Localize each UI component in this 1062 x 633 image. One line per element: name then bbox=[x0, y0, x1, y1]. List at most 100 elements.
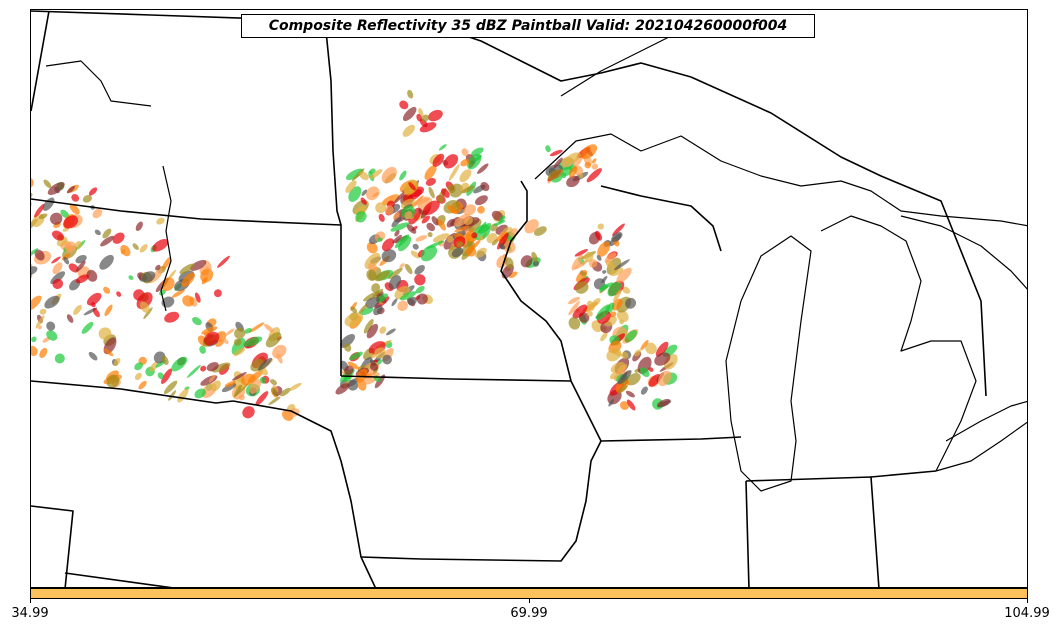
paintball-blob bbox=[586, 310, 593, 317]
paintball-blob bbox=[639, 367, 650, 377]
paintball-blob bbox=[366, 241, 378, 254]
paintball-blob bbox=[625, 390, 635, 398]
paintball-blob bbox=[46, 321, 56, 331]
paintball-blob bbox=[50, 212, 63, 225]
paintball-blob bbox=[640, 386, 648, 395]
paintball-blob bbox=[86, 269, 98, 282]
lake-michigan-shore bbox=[725, 235, 812, 492]
paintball-blob bbox=[399, 170, 407, 181]
paintball-blob bbox=[347, 361, 360, 370]
paintball-blob bbox=[276, 352, 283, 364]
paintball-blob bbox=[363, 291, 380, 302]
paintball-blob bbox=[177, 388, 189, 403]
paintball-blob bbox=[378, 213, 385, 222]
paintball-blob bbox=[404, 211, 413, 220]
paintball-blob bbox=[139, 244, 148, 253]
paintball-blob bbox=[63, 256, 70, 265]
paintball-blob bbox=[217, 255, 230, 268]
paintball-blob bbox=[91, 302, 96, 308]
paintball-blob bbox=[407, 89, 414, 99]
paintball-blob bbox=[466, 246, 477, 257]
paintball-blob bbox=[190, 259, 207, 271]
paintball-blob bbox=[415, 285, 425, 294]
dakota-minnesota-border bbox=[324, 20, 342, 376]
paintball-blob bbox=[199, 345, 206, 354]
paintball-blob bbox=[63, 215, 79, 229]
paintball-blob bbox=[171, 289, 185, 298]
paintball-blob bbox=[168, 390, 177, 401]
paintball-blob bbox=[200, 365, 207, 372]
paintball-blob bbox=[161, 355, 169, 365]
paintball-blob bbox=[259, 377, 267, 384]
paintball-blob bbox=[601, 275, 608, 284]
paintball-blob bbox=[602, 270, 607, 274]
paintball-blob bbox=[524, 219, 539, 234]
paintball-blob bbox=[94, 229, 101, 236]
paintball-blob bbox=[520, 255, 533, 268]
paintball-blob bbox=[505, 257, 514, 269]
paintball-blob bbox=[545, 145, 551, 153]
paintball-blob bbox=[616, 310, 629, 323]
paintball-blob bbox=[549, 149, 563, 157]
paintball-blob bbox=[463, 204, 477, 216]
lake-huron-shore bbox=[900, 215, 1027, 290]
paintball-blob bbox=[394, 230, 400, 237]
paintball-blob bbox=[634, 349, 641, 357]
paintball-blob bbox=[508, 271, 518, 279]
paintball-blob bbox=[498, 243, 506, 250]
paintball-blob bbox=[38, 213, 48, 220]
paintball-blob bbox=[74, 241, 82, 249]
michigan-lower-peninsula bbox=[820, 215, 977, 472]
paintball-blob bbox=[369, 169, 383, 179]
paintball-blob bbox=[343, 343, 352, 352]
paintball-blob bbox=[568, 316, 581, 330]
paintball-blob bbox=[201, 326, 218, 335]
paintball-blob bbox=[31, 345, 38, 356]
paintball-blob bbox=[432, 153, 445, 167]
paintball-blob bbox=[408, 182, 416, 191]
paintball-blob bbox=[416, 293, 428, 305]
paintball-blob bbox=[103, 348, 114, 357]
paintball-blob bbox=[52, 262, 63, 275]
sd-nebraska-border bbox=[31, 380, 234, 404]
paintball-blob bbox=[371, 283, 381, 293]
paintball-blob bbox=[120, 244, 131, 257]
paintball-blob bbox=[365, 296, 380, 309]
paintball-blob bbox=[608, 399, 615, 407]
paintball-blob bbox=[658, 370, 672, 387]
paintball-blob bbox=[454, 225, 470, 233]
paintball-blob bbox=[611, 232, 623, 242]
paintball-blob bbox=[382, 354, 392, 365]
paintball-blob bbox=[441, 188, 450, 198]
paintball-blob bbox=[186, 364, 201, 378]
paintball-blob bbox=[612, 223, 625, 236]
colorbar bbox=[30, 588, 1028, 599]
paintball-blob bbox=[427, 232, 433, 238]
paintball-blob bbox=[31, 177, 34, 189]
mn-wisconsin-border bbox=[500, 180, 572, 382]
paintball-blob bbox=[143, 307, 153, 320]
paintball-blob bbox=[613, 259, 630, 271]
paintball-blob bbox=[588, 259, 598, 268]
paintball-blob bbox=[103, 286, 111, 294]
paintball-blob bbox=[155, 264, 161, 271]
paintball-blob bbox=[410, 198, 430, 207]
paintball-blob bbox=[420, 245, 438, 262]
paintball-blob bbox=[385, 328, 396, 336]
paintball-blob bbox=[451, 247, 464, 258]
paintball-blob bbox=[408, 207, 422, 225]
paintball-blob bbox=[31, 248, 39, 260]
paintball-blob bbox=[471, 232, 478, 239]
paintball-blob bbox=[51, 256, 61, 264]
paintball-blob bbox=[547, 168, 564, 181]
paintball-blob bbox=[47, 181, 65, 196]
paintball-blob bbox=[473, 224, 491, 241]
paintball-blob bbox=[62, 227, 70, 232]
paintball-blob bbox=[344, 312, 364, 327]
paintball-blob bbox=[574, 260, 589, 270]
paintball-blob bbox=[640, 339, 649, 351]
paintball-blob bbox=[86, 292, 102, 306]
paintball-blob bbox=[426, 222, 436, 232]
paintball-blob bbox=[66, 314, 74, 323]
paintball-blob bbox=[335, 383, 350, 395]
